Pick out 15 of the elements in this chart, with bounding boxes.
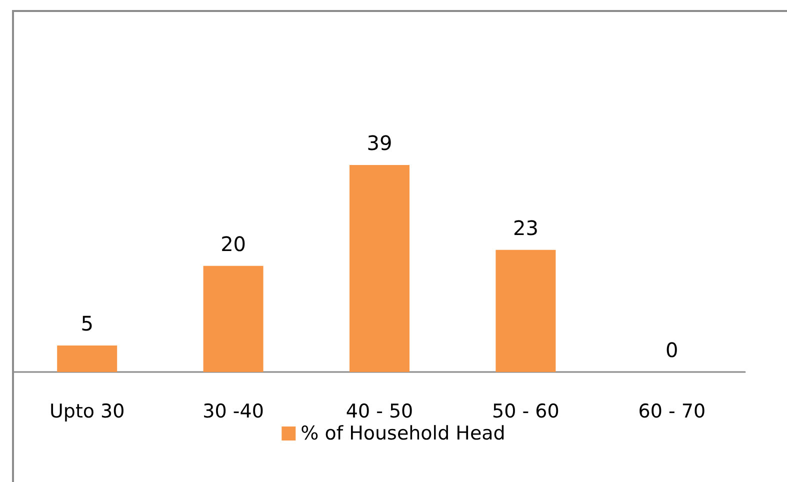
x-tick-label: 60 - 70	[638, 400, 706, 422]
bar	[496, 250, 556, 372]
bar	[350, 164, 410, 372]
data-label: 20	[220, 232, 246, 256]
x-tick-label: 30 -40	[202, 400, 264, 422]
x-tick-label: 50 - 60	[492, 400, 560, 422]
data-label: 5	[80, 311, 94, 336]
legend-label: % of Household Head	[300, 422, 506, 444]
data-label: 0	[666, 338, 678, 362]
x-tick-label: Upto 30	[49, 400, 125, 422]
data-label: 39	[366, 130, 392, 155]
x-tick-label: 40 - 50	[346, 400, 414, 422]
data-label: 23	[512, 216, 538, 240]
bar	[203, 266, 264, 372]
bar	[57, 345, 118, 372]
